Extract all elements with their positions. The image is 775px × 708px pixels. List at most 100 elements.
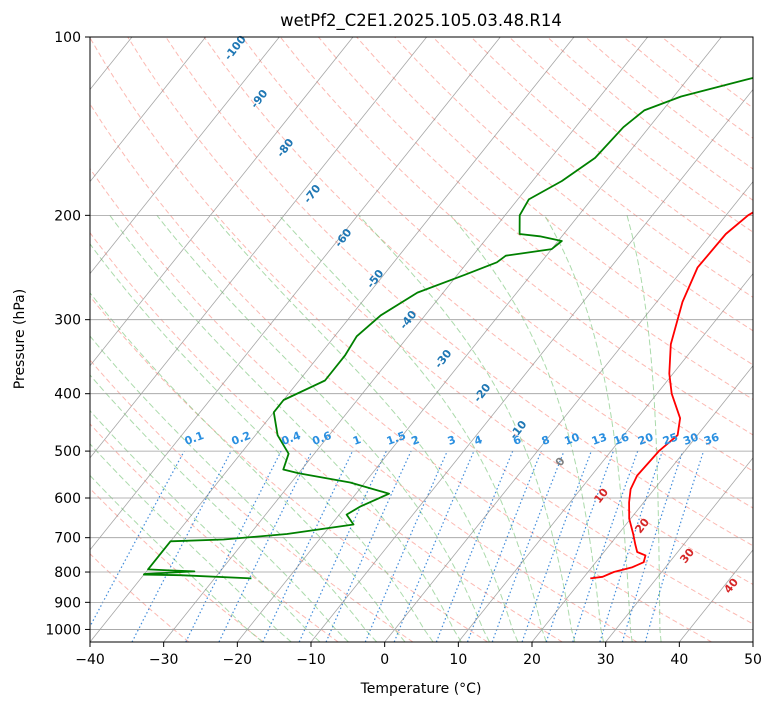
adiabat-label: -60 (332, 226, 355, 250)
dewpoint-profile (143, 77, 753, 580)
isotherm-line (90, 37, 354, 367)
adiabat-label: -40 (397, 308, 420, 332)
dry-adiabat (90, 487, 264, 642)
dry-adiabat (318, 37, 753, 401)
mixing-ratio-line (545, 450, 614, 642)
x-tick-label: 30 (597, 652, 615, 668)
mixing-ratio-label: 1 (351, 433, 363, 448)
mixing-ratio-line (185, 450, 282, 642)
moist-adiabat (626, 215, 662, 642)
mixing-ratio-line (521, 450, 592, 642)
moist-adiabat (90, 409, 321, 642)
isotherm-line (90, 37, 501, 551)
y-tick-label: 500 (54, 444, 81, 460)
x-axis-label: Temperature (°C) (360, 681, 482, 697)
isotherm-line (310, 88, 753, 642)
chart-title: wetPf2_C2E1.2025.105.03.48.R14 (280, 11, 562, 31)
isotherm-line (163, 37, 648, 642)
isotherm-line (90, 37, 280, 275)
mixing-ratio-line (218, 450, 313, 642)
mixing-ratio-label: 20 (636, 430, 655, 448)
y-tick-label: 400 (54, 387, 81, 403)
x-tick-label: 50 (744, 652, 762, 668)
mixing-ratio-label: 36 (702, 430, 721, 448)
dry-adiabat (90, 423, 339, 642)
isotherm-line (531, 365, 753, 642)
isotherm-line (384, 180, 753, 642)
y-tick-label: 900 (54, 595, 81, 611)
mixing-ratio-line (572, 450, 639, 642)
mixing-ratio-line (325, 450, 412, 642)
adiabat-label: -10 (507, 418, 530, 442)
mixing-ratio-line (435, 450, 514, 642)
mixing-ratio-label: 0.6 (310, 429, 333, 448)
adiabat-label: -50 (364, 267, 387, 291)
isotherm-line (752, 641, 753, 642)
dry-adiabat (279, 37, 753, 436)
dry-adiabat (241, 37, 753, 472)
moist-adiabat (212, 214, 519, 642)
adiabat-label: -20 (471, 381, 494, 405)
x-tick-label: −30 (149, 652, 179, 668)
moist-adiabat (90, 474, 263, 642)
dry-adiabat (432, 37, 753, 298)
dry-adiabat (661, 37, 753, 109)
x-tick-label: 40 (670, 652, 688, 668)
dry-adiabat (356, 37, 753, 366)
plot-frame (89, 36, 754, 643)
y-tick-label: 800 (54, 565, 81, 581)
mixing-ratio-line (599, 450, 663, 642)
mixing-ratio-label: 0.1 (183, 429, 206, 448)
y-tick-label: 1000 (45, 622, 81, 638)
y-tick-label: 600 (54, 491, 81, 507)
y-tick-label: 300 (54, 313, 81, 329)
moist-adiabat (358, 214, 576, 642)
x-tick-label: 10 (449, 652, 467, 668)
y-axis-label: Pressure (hPa) (12, 289, 28, 389)
dry-adiabat (547, 37, 753, 201)
mixing-ratio-label: 25 (661, 430, 680, 447)
adiabat-label: -30 (432, 347, 455, 371)
mixing-ratio-line (364, 450, 448, 642)
x-tick-label: −40 (75, 652, 105, 668)
y-tick-label: 700 (54, 531, 81, 547)
dry-adiabat (90, 103, 712, 642)
x-tick-label: −10 (296, 652, 326, 668)
dry-adiabat (90, 37, 753, 625)
mixing-ratio-line (466, 450, 542, 642)
dry-adiabat (394, 37, 753, 332)
mixing-ratio-label: 2 (410, 433, 422, 448)
moist-adiabat (90, 443, 292, 642)
dry-adiabat (585, 37, 753, 170)
x-tick-label: −20 (223, 652, 253, 668)
isotherm-line (237, 37, 722, 642)
mixing-ratio-label: 4 (472, 433, 484, 448)
adiabat-label: -70 (301, 182, 324, 206)
mixing-ratio-line (90, 450, 185, 628)
mixing-ratio-line (621, 450, 684, 642)
moist-adiabat (450, 214, 604, 642)
temperature-profile (590, 211, 753, 580)
dry-adiabat (508, 37, 753, 233)
y-tick-label: 100 (54, 30, 81, 46)
isotherm-line (605, 457, 753, 642)
isotherm-line (0, 37, 58, 642)
mixing-ratio-label: 13 (590, 430, 609, 447)
y-tick-label: 200 (54, 208, 81, 224)
moist-adiabat (109, 215, 462, 642)
dry-adiabat (203, 37, 753, 509)
x-tick-label: 0 (380, 652, 389, 668)
moist-adiabat (278, 214, 547, 642)
mixing-ratio-line (491, 450, 565, 642)
moist-adiabat (90, 243, 434, 642)
dry-adiabat (90, 167, 638, 642)
dry-adiabat (90, 295, 488, 642)
adiabat-label: -90 (248, 87, 271, 111)
mixing-ratio-label: 3 (446, 433, 458, 448)
moist-adiabat (90, 374, 349, 642)
moist-adiabat (90, 292, 406, 642)
moist-adiabat (544, 215, 633, 642)
mixing-ratio-line (298, 450, 387, 642)
mixing-ratio-label: 0.4 (280, 429, 303, 448)
